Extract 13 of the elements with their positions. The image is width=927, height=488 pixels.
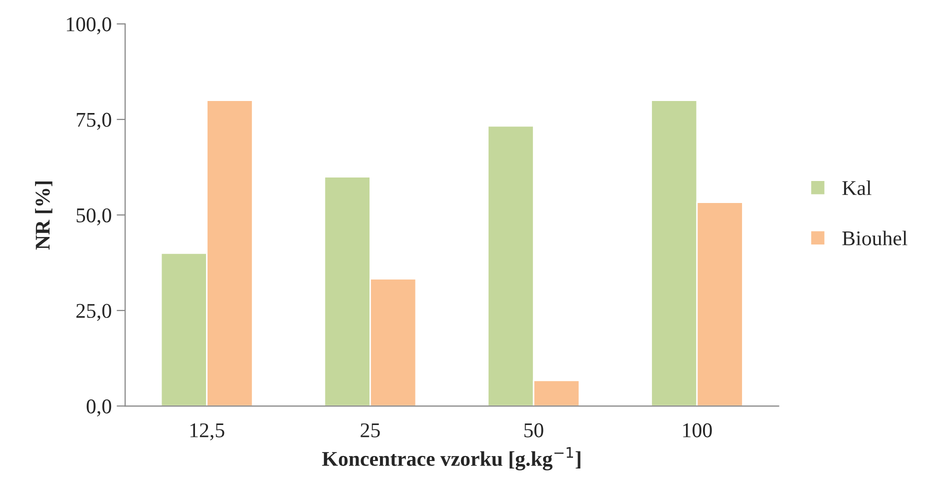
y-axis-title: NR [%] (35, 182, 52, 250)
y-tick-label: 0,0 (86, 399, 112, 416)
x-tick-label: 50 (524, 423, 544, 438)
x-axis-title: Koncentrace vzorku [g.kg$^{−1}$] (322, 447, 580, 470)
y-tick-label: 100,0 (66, 17, 112, 34)
y-tick-label: 50,0 (76, 208, 112, 226)
x-tick-label: 25 (360, 423, 380, 438)
y-tick-label: 25,0 (76, 304, 112, 321)
x-tick-label: 100 (683, 423, 712, 438)
x-tick-label: 12,5 (190, 423, 224, 440)
y-tick-label: 75,0 (76, 112, 112, 130)
legend-label: Kal (842, 180, 872, 196)
legend-label: Biouhel (842, 230, 908, 246)
